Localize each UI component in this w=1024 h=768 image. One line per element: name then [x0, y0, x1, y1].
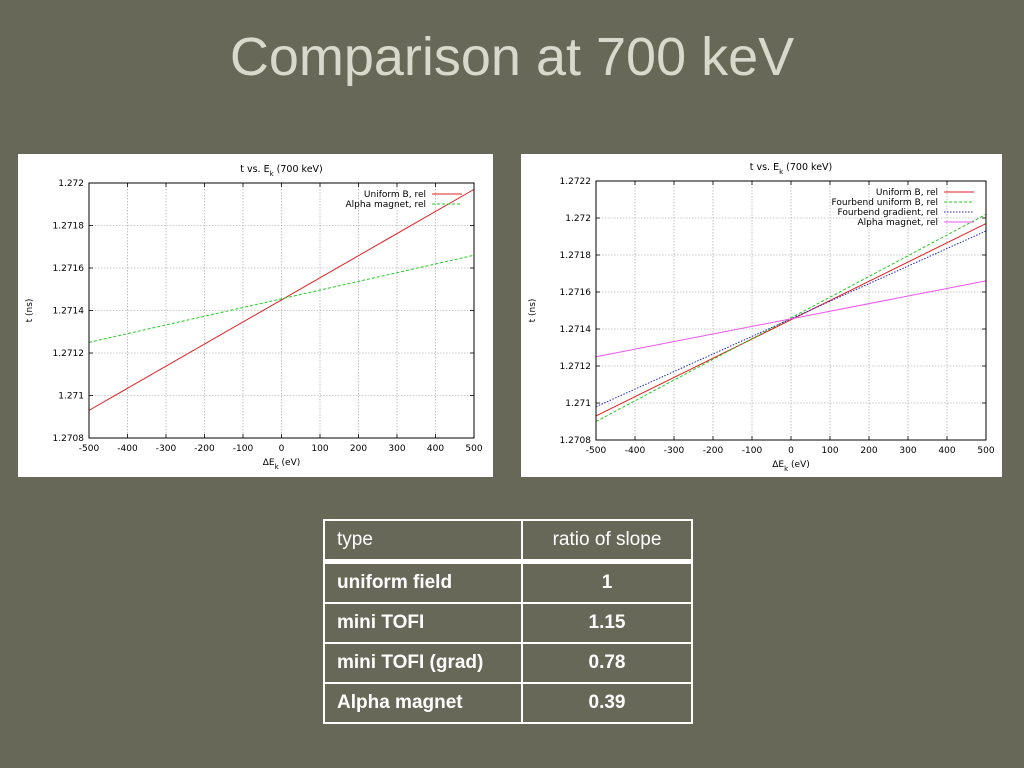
y-tick-label: 1.2708 — [53, 434, 85, 444]
row-type-cell: mini TOFI (grad) — [323, 642, 523, 684]
y-tick-label: 1.2716 — [53, 264, 85, 274]
x-tick-label: -500 — [586, 446, 607, 456]
x-tick-label: -500 — [79, 444, 100, 454]
legend-entry: Uniform B, rel — [876, 188, 938, 198]
series-line — [595, 280, 987, 358]
x-tick-label: 300 — [388, 444, 405, 454]
table-row: mini TOFI (grad) 0.78 — [323, 642, 693, 684]
x-tick-label: -400 — [117, 444, 138, 454]
plot-frame — [595, 180, 987, 441]
slide-title: Comparison at 700 keV — [229, 27, 795, 87]
y-tick-label: 1.272 — [58, 179, 84, 189]
x-tick-label: 100 — [821, 446, 838, 456]
chart-title: t vs. Ek (700 keV) — [240, 164, 323, 178]
x-tick-label: 500 — [465, 444, 482, 454]
series-line — [595, 223, 987, 417]
x-tick-label: 400 — [427, 444, 444, 454]
header-type: type — [323, 519, 523, 563]
series-line — [88, 254, 475, 343]
y-tick-label: 1.271 — [565, 399, 591, 409]
table-row: Alpha magnet 0.39 — [323, 682, 693, 724]
x-axis-label: ΔEk (eV) — [263, 458, 300, 471]
x-tick-label: -400 — [625, 446, 646, 456]
row-type-cell: Alpha magnet — [323, 682, 523, 724]
y-tick-label: 1.2714 — [53, 307, 85, 317]
y-tick-label: 1.2718 — [53, 222, 85, 232]
x-tick-label: 200 — [350, 444, 367, 454]
x-tick-label: -200 — [194, 444, 215, 454]
x-tick-label: -100 — [742, 446, 763, 456]
x-axis-label: ΔEk (eV) — [772, 460, 809, 473]
y-tick-label: 1.2708 — [560, 436, 592, 446]
x-tick-label: 0 — [279, 444, 285, 454]
y-tick-label: 1.272 — [565, 214, 591, 224]
y-tick-label: 1.2722 — [560, 177, 592, 187]
row-type-cell: uniform field — [323, 560, 523, 604]
ratio-table: type ratio of slope uniform field 1 mini… — [323, 519, 693, 724]
x-tick-label: 500 — [977, 446, 994, 456]
y-axis-label: t (ns) — [25, 299, 35, 323]
y-tick-label: 1.2712 — [560, 362, 592, 372]
row-ratio-cell: 0.78 — [521, 642, 693, 684]
y-axis-label: t (ns) — [528, 299, 538, 323]
table-row: mini TOFI 1.15 — [323, 602, 693, 644]
legend-entry: Alpha magnet, rel — [346, 200, 426, 210]
legend-entry: Alpha magnet, rel — [858, 218, 938, 228]
series-line — [595, 213, 987, 422]
legend-entry: Fourbend uniform B, rel — [832, 198, 938, 208]
x-tick-label: 300 — [899, 446, 916, 456]
y-tick-label: 1.2714 — [560, 325, 592, 335]
x-tick-label: 0 — [788, 446, 794, 456]
y-tick-label: 1.2716 — [560, 288, 592, 298]
header-ratio-of-slope: ratio of slope — [521, 519, 693, 563]
x-tick-label: -300 — [156, 444, 177, 454]
chart-right: -500 -400 -300 -200 -100 0 100 200 300 400 500 1.27… — [528, 162, 995, 473]
plot-frame — [88, 182, 475, 439]
x-tick-label: 400 — [938, 446, 955, 456]
legend-entry: Uniform B, rel — [364, 190, 426, 200]
row-ratio-cell: 1 — [521, 560, 693, 604]
series-line — [88, 188, 475, 411]
x-tick-label: -300 — [664, 446, 685, 456]
y-tick-label: 1.2718 — [560, 251, 592, 261]
table-row: uniform field 1 — [323, 560, 693, 604]
chart-title: t vs. Ek (700 keV) — [750, 162, 833, 176]
y-tick-label: 1.271 — [58, 392, 84, 402]
chart-left-panel: -500 -400 -300 -200 -100 0 100 200 300 400 500 1.27… — [18, 154, 493, 477]
chart-left: -500 -400 -300 -200 -100 0 100 200 300 400 500 1.27… — [25, 164, 483, 471]
chart-right-panel: -500 -400 -300 -200 -100 0 100 200 300 400 500 1.27… — [521, 154, 1002, 477]
row-ratio-cell: 0.39 — [521, 682, 693, 724]
row-type-cell: mini TOFI — [323, 602, 523, 644]
x-tick-label: -200 — [703, 446, 724, 456]
x-tick-label: -100 — [233, 444, 254, 454]
row-ratio-cell: 1.15 — [521, 602, 693, 644]
x-tick-label: 100 — [311, 444, 328, 454]
table-header-row: type ratio of slope — [323, 519, 693, 563]
legend-entry: Fourbend gradient, rel — [838, 208, 938, 218]
x-tick-label: 200 — [860, 446, 877, 456]
y-tick-label: 1.2712 — [53, 349, 85, 359]
